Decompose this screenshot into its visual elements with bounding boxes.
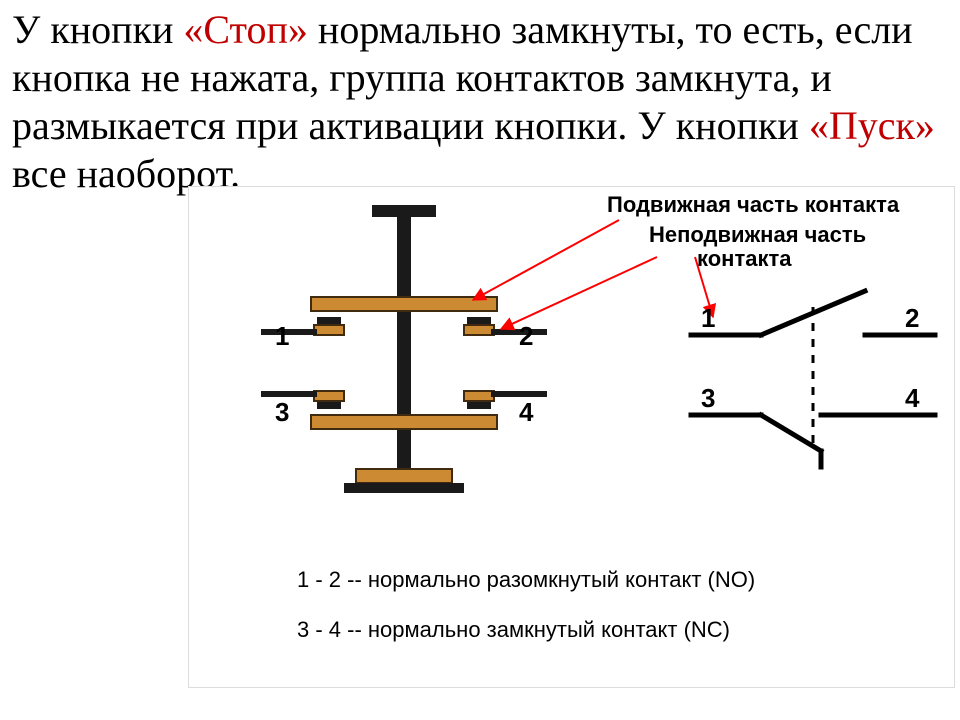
svg-text:Неподвижная часть: Неподвижная часть bbox=[649, 222, 866, 247]
page-root: У кнопки «Стоп» нормально замкнуты, то е… bbox=[0, 0, 960, 720]
svg-text:1: 1 bbox=[701, 303, 715, 333]
svg-text:3: 3 bbox=[701, 383, 715, 413]
svg-text:4: 4 bbox=[905, 383, 920, 413]
text-pre: У кнопки bbox=[12, 7, 183, 52]
svg-text:контакта: контакта bbox=[697, 246, 792, 271]
text-start: «Пуск» bbox=[809, 103, 935, 148]
svg-text:2: 2 bbox=[905, 303, 919, 333]
diagram-frame: 1 2 3 4 Подвижная часть контакта Неподвижная … bbox=[188, 186, 955, 688]
svg-text:4: 4 bbox=[519, 397, 534, 427]
svg-text:2: 2 bbox=[519, 321, 533, 351]
svg-text:Подвижная часть контакта: Подвижная часть контакта bbox=[607, 192, 900, 217]
svg-text:3: 3 bbox=[275, 397, 289, 427]
text-stop: «Стоп» bbox=[183, 7, 308, 52]
contact-diagram: 1 2 3 4 Подвижная часть контакта Неподвижная … bbox=[189, 187, 954, 687]
svg-text:3 - 4 -- нормально замкнутый: 3 - 4 -- нормально замкнутый контакт (NC… bbox=[297, 617, 730, 642]
svg-text:1 - 2 -- нормально разомкнуты: 1 - 2 -- нормально разомкнутый контакт (… bbox=[297, 567, 755, 592]
description-paragraph: У кнопки «Стоп» нормально замкнуты, то е… bbox=[12, 6, 942, 198]
svg-text:1: 1 bbox=[275, 321, 289, 351]
